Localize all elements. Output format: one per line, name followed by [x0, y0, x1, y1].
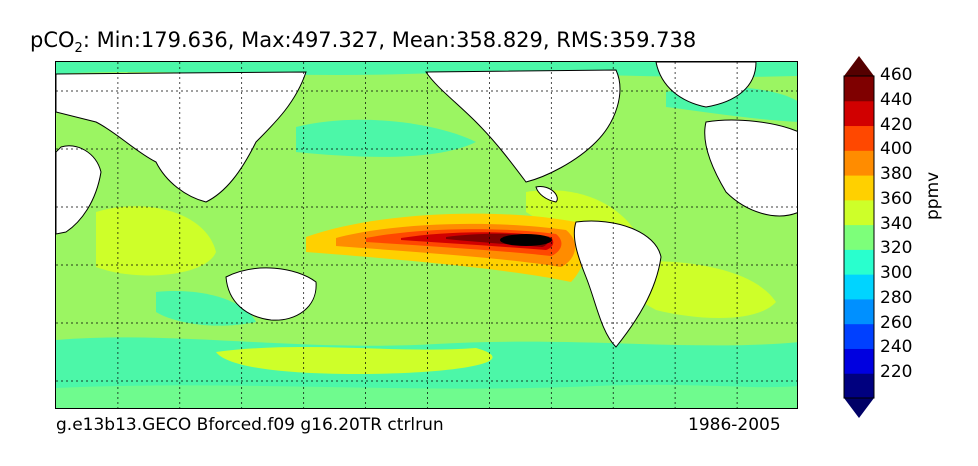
colorbar-over-triangle [844, 56, 874, 76]
colorbar-segment [844, 373, 874, 399]
colorbar-label: ppmv [923, 171, 943, 220]
south-pacific-yellow [216, 346, 493, 374]
australia [225, 267, 317, 321]
colorbar-tick-label: 460 [880, 65, 913, 85]
title-subscript: 2 [74, 41, 83, 57]
title-prefix: pCO [30, 28, 75, 52]
colorbar-segment [844, 348, 874, 374]
north-america [425, 69, 621, 183]
colorbar-under-triangle [844, 398, 874, 418]
colorbar-tick-label: 280 [880, 287, 913, 308]
colorbar-tick-label: 360 [880, 188, 913, 209]
eq-pacific-max [500, 234, 552, 246]
europe-africa [704, 119, 797, 217]
year-range-label: 1986-2005 [688, 415, 781, 435]
central-america [535, 186, 558, 203]
land-masses [56, 62, 797, 348]
plot-title: pCO2: Min:179.636, Max:497.327, Mean:358… [30, 28, 696, 56]
pco2-map [56, 62, 797, 408]
colorbar [843, 56, 875, 418]
colorbar-tick-label: 240 [880, 337, 913, 358]
colorbar-tick-label: 260 [880, 312, 913, 333]
colorbar-tick-label: 400 [880, 139, 913, 160]
colorbar-segment [844, 175, 874, 201]
colorbar-tick-label: 440 [880, 89, 913, 110]
colorbar-segment [844, 76, 874, 102]
north-pacific-cyan [296, 119, 476, 157]
title-stats: : Min:179.636, Max:497.327, Mean:358.829… [82, 28, 697, 52]
graticule [56, 62, 797, 408]
colorbar-tick-label: 320 [880, 238, 913, 259]
colorbar-segment [844, 125, 874, 151]
colorbar-tick-label: 300 [880, 263, 913, 284]
asia [56, 71, 307, 203]
indian-ocean-cyan [156, 291, 256, 326]
south-america [573, 220, 662, 348]
antarctic-margin [56, 384, 797, 408]
colorbar-segment [844, 298, 874, 325]
colorbar-segment [844, 199, 874, 226]
map-panel [55, 61, 798, 409]
case-name-label: g.e13b13.GECO Bforced.f09 g16.20TR ctrlr… [56, 415, 444, 435]
colorbar-segments [844, 76, 874, 399]
colorbar-segment [844, 100, 874, 127]
colorbar-tick-label: 220 [880, 362, 913, 383]
africa-east-edge [56, 145, 102, 235]
colorbar-tick-label: 380 [880, 164, 913, 185]
colorbar-frame [843, 75, 875, 399]
colorbar-tick-label: 420 [880, 114, 913, 135]
colorbar-segment [844, 274, 874, 300]
greenland [655, 62, 757, 108]
colorbar-segment [844, 323, 874, 349]
colorbar-segment [844, 249, 874, 275]
colorbar-segment [844, 224, 874, 250]
indian-ocean-yellow [96, 206, 216, 276]
colorbar-segment [844, 150, 874, 176]
colorbar-tick-label: 340 [880, 213, 913, 234]
